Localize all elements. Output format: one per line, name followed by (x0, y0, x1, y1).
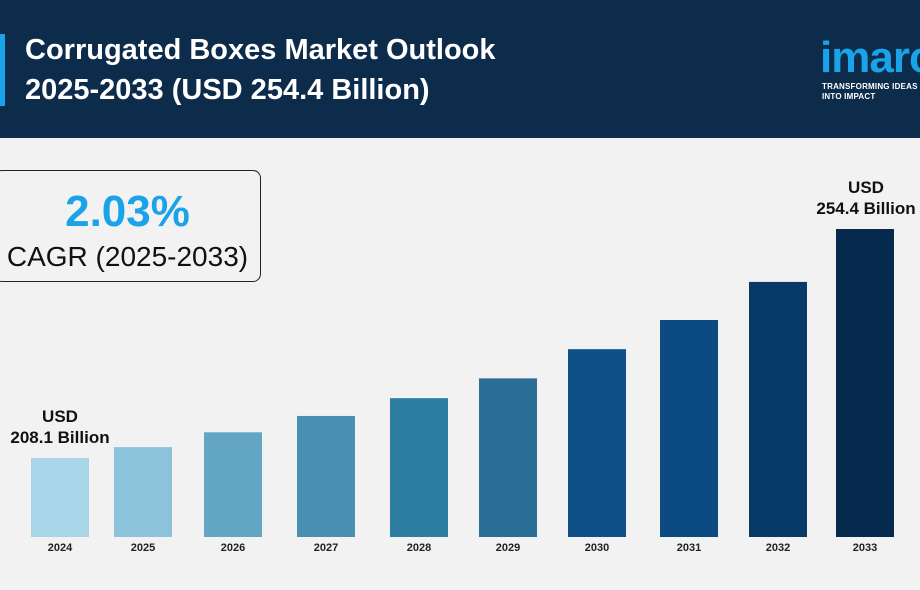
x-tick-label-2031: 2031 (677, 542, 701, 554)
header-banner: Corrugated Boxes Market Outlook 2025-203… (0, 0, 920, 138)
bar-2032 (749, 281, 807, 537)
imarc-logo: imarc TRANSFORMING IDEAS INTO IMPACT (820, 30, 920, 110)
bar-2024 (31, 458, 89, 537)
bar-2026 (204, 432, 262, 537)
x-tick-label-2030: 2030 (585, 542, 609, 554)
value-label-2024-currency: USD (42, 407, 78, 426)
x-tick-label-2032: 2032 (766, 542, 790, 554)
bar-2025 (114, 447, 172, 537)
title-accent-bar (0, 34, 5, 106)
x-tick-label-2026: 2026 (221, 542, 245, 554)
x-tick-label-2025: 2025 (131, 542, 155, 554)
value-label-2024-amount: 208.1 Billion (10, 428, 110, 447)
bar-2031 (660, 320, 718, 537)
x-tick-label-2029: 2029 (496, 542, 520, 554)
bar-2029 (479, 378, 537, 537)
bar-2030 (568, 349, 626, 537)
cagr-box: 2.03% CAGR (2025-2033) (0, 170, 261, 282)
bar-2033 (836, 229, 894, 537)
value-label-2033: USD 254.4 Billion (800, 177, 920, 219)
value-label-2033-amount: 254.4 Billion (816, 199, 916, 218)
bar-2027 (297, 415, 355, 537)
bar-2028 (390, 398, 448, 537)
x-tick-label-2033: 2033 (853, 542, 877, 554)
value-label-2033-currency: USD (848, 178, 884, 197)
page-title: Corrugated Boxes Market Outlook 2025-203… (25, 30, 496, 110)
cagr-label: CAGR (2025-2033) (6, 241, 249, 272)
title-line-2: 2025-2033 (USD 254.4 Billion) (25, 74, 430, 106)
x-tick-label-2027: 2027 (314, 542, 338, 554)
logo-word: imarc (820, 33, 920, 82)
cagr-value: 2.03% (65, 187, 190, 236)
title-line-1: Corrugated Boxes Market Outlook (25, 34, 496, 66)
value-label-2024: USD 208.1 Billion (0, 406, 120, 448)
logo-tagline: TRANSFORMING IDEAS INTO IMPACT (822, 82, 918, 101)
x-tick-label-2024: 2024 (48, 542, 73, 554)
x-tick-label-2028: 2028 (407, 542, 431, 554)
